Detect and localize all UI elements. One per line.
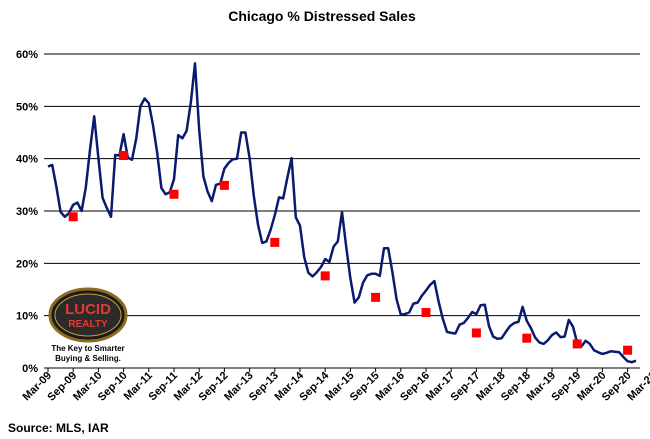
- y-axis-ticks: 0% 10% 20% 30% 40% 50% 60%: [16, 49, 38, 375]
- data-marker: [623, 345, 633, 355]
- data-marker: [270, 237, 280, 247]
- data-marker: [68, 212, 78, 222]
- y-tick-label: 60%: [16, 49, 38, 61]
- data-marker: [119, 151, 129, 161]
- lucid-realty-logo: LUCID REALTY The Key to Smarter Buying &…: [48, 287, 128, 363]
- y-tick-label: 40%: [16, 154, 38, 166]
- chart-title: Chicago % Distressed Sales: [228, 8, 416, 24]
- logo-inner-ring: [54, 293, 122, 337]
- x-axis-ticks: Mar-09Sep-09Mar-10Sep-10Mar-11Sep-11Mar-…: [21, 368, 650, 404]
- y-tick-label: 20%: [16, 258, 38, 270]
- data-marker: [169, 189, 179, 199]
- source-note: Source: MLS, IAR: [8, 421, 109, 435]
- series-line: [47, 62, 637, 364]
- data-marker: [522, 333, 532, 343]
- logo-word-realty: REALTY: [68, 319, 108, 330]
- y-tick-label: 10%: [16, 311, 38, 323]
- logo-tagline-1: The Key to Smarter: [51, 344, 124, 353]
- series-markers: [68, 151, 633, 355]
- gridlines: [44, 53, 640, 317]
- data-marker: [572, 339, 582, 349]
- data-marker: [471, 328, 481, 338]
- y-tick-label: 0%: [22, 363, 38, 375]
- data-marker: [421, 308, 431, 318]
- y-tick-label: 30%: [16, 206, 38, 218]
- logo-tagline-2: Buying & Selling.: [55, 354, 121, 363]
- data-marker: [219, 180, 229, 190]
- data-marker: [371, 292, 381, 302]
- logo-word-lucid: LUCID: [65, 301, 111, 318]
- data-marker: [320, 271, 330, 281]
- y-tick-label: 50%: [16, 101, 38, 113]
